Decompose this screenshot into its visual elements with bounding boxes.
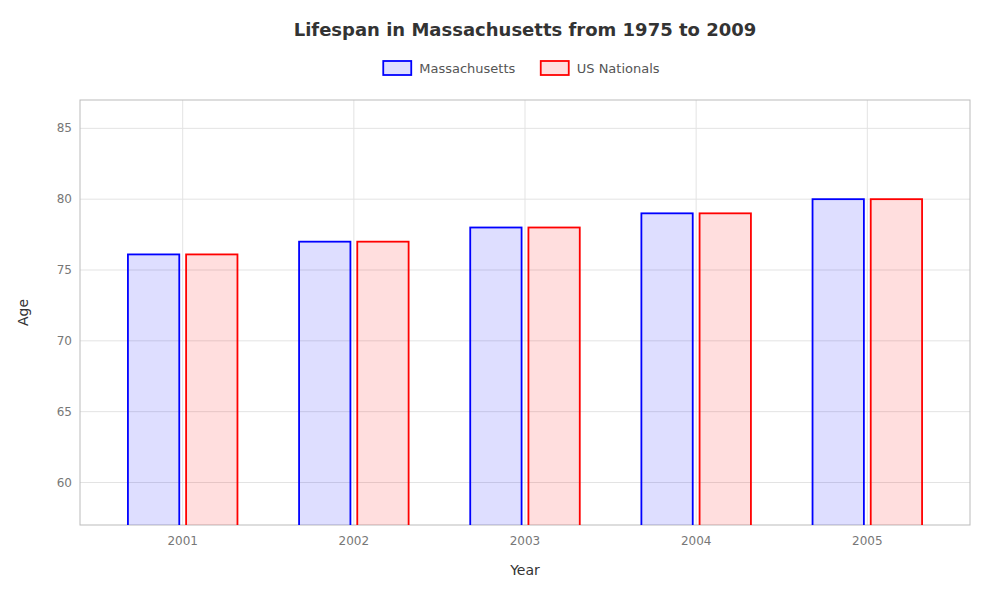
bar [871, 199, 922, 525]
x-tick-label: 2005 [852, 534, 883, 548]
bar [186, 254, 237, 525]
bar [700, 213, 751, 525]
legend-label: Massachusetts [419, 61, 515, 76]
x-axis-label: Year [509, 562, 540, 578]
y-tick-label: 80 [57, 192, 72, 206]
x-tick-label: 2001 [167, 534, 198, 548]
legend-swatch [383, 61, 411, 75]
x-grid-line [696, 100, 697, 525]
x-grid-line [525, 100, 526, 525]
bar [470, 228, 521, 526]
y-tick-label: 75 [57, 263, 72, 277]
series [128, 199, 864, 525]
bar [641, 213, 692, 525]
bar [813, 199, 864, 525]
legend: Massachusetts US Nationals [383, 61, 660, 76]
legend-label: US Nationals [577, 61, 660, 76]
x-tick-label: 2002 [339, 534, 370, 548]
title: Lifespan in Massachusetts from 1975 to 2… [294, 19, 757, 40]
x-tick-label: 2003 [510, 534, 541, 548]
bar [357, 242, 408, 525]
bars [128, 199, 922, 525]
y-tick-label: 60 [57, 476, 72, 490]
x-tick-label: 2004 [681, 534, 712, 548]
series [186, 199, 922, 525]
chart: 60 65 70 75 80 85 2001 2002 2003 2004 2005 Year Age L… [0, 0, 1000, 600]
bar [299, 242, 350, 525]
legend-swatch [541, 61, 569, 75]
y-tick-label: 70 [57, 334, 72, 348]
y-tick-label: 85 [57, 121, 72, 135]
bar [528, 228, 579, 526]
x-grid-line [182, 100, 183, 525]
x-grid-line [353, 100, 354, 525]
x-grid-line [867, 100, 868, 525]
bar [128, 254, 179, 525]
y-tick-label: 65 [57, 405, 72, 419]
y-axis-label: Age [15, 299, 31, 326]
